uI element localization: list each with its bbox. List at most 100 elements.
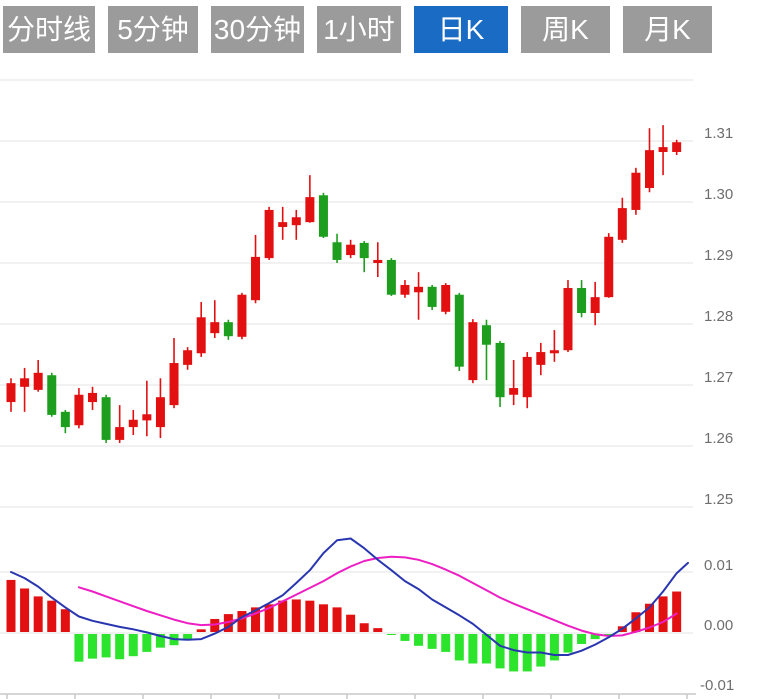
- candle-body: [617, 208, 627, 240]
- candle-18: [237, 292, 247, 340]
- macd-bar: [549, 634, 559, 661]
- price-tick-1-30: 1.30: [704, 186, 733, 203]
- tab-timeshare[interactable]: 分时线: [3, 6, 95, 53]
- candle-body: [386, 259, 396, 295]
- candle-body: [536, 352, 546, 365]
- candle-4: [47, 372, 57, 417]
- candle-body: [60, 411, 70, 428]
- candle-body: [74, 394, 84, 426]
- macd-bar: [237, 611, 247, 632]
- macd-bar: [441, 634, 451, 652]
- price-tick-1-25: 1.25: [704, 491, 733, 508]
- candle-body: [101, 397, 111, 440]
- candle-wick: [146, 380, 148, 437]
- candle-body: [88, 392, 98, 403]
- candle-48: [644, 128, 654, 193]
- candle-body: [305, 197, 315, 223]
- candle-9: [115, 405, 125, 443]
- candle-body: [468, 322, 478, 381]
- candle-21: [278, 206, 288, 240]
- candle-body: [264, 209, 274, 259]
- macd-bar: [509, 634, 519, 672]
- candle-45: [604, 233, 614, 298]
- candle-body: [115, 427, 125, 440]
- macd-bar: [223, 614, 233, 632]
- candle-body: [549, 350, 559, 354]
- macd-bar: [481, 634, 491, 664]
- macd-bar: [577, 634, 587, 644]
- tab-daily[interactable]: 日K: [414, 6, 508, 53]
- candle-10: [128, 410, 138, 436]
- candle-body: [509, 388, 519, 395]
- macd-bar: [291, 599, 301, 632]
- tab-30min[interactable]: 30分钟: [211, 6, 304, 53]
- candle-body: [237, 294, 247, 337]
- macd-bar: [427, 634, 437, 649]
- candle-39: [522, 352, 532, 409]
- tab-monthly[interactable]: 月K: [623, 6, 712, 53]
- candle-40: [536, 342, 546, 376]
- candle-8: [101, 394, 111, 443]
- candle-34: [454, 292, 464, 371]
- price-tick-1-29: 1.29: [704, 247, 733, 264]
- macd-bar: [196, 629, 206, 632]
- candle-15: [196, 302, 206, 357]
- candle-27: [359, 241, 369, 273]
- dif-line: [10, 537, 689, 656]
- macd-bar: [155, 634, 165, 648]
- candle-body: [6, 383, 16, 403]
- macd-bar: [644, 603, 654, 632]
- macd-bar: [305, 600, 315, 632]
- candle-body: [128, 419, 138, 428]
- macd-bar: [60, 609, 70, 632]
- tab-5min[interactable]: 5分钟: [108, 6, 198, 53]
- candle-46: [617, 197, 627, 243]
- candle-20: [264, 206, 274, 260]
- macd-bar: [454, 634, 464, 661]
- candle-body: [278, 222, 288, 228]
- tab-1hour[interactable]: 1小时: [317, 6, 401, 53]
- candle-41: [549, 330, 559, 362]
- candle-29: [386, 258, 396, 296]
- macd-tick-pos: 0.01: [704, 557, 733, 574]
- candle-body: [400, 284, 410, 295]
- macd-bar: [115, 634, 125, 660]
- candle-17: [223, 319, 233, 340]
- candle-37: [495, 341, 505, 407]
- macd-bar: [332, 607, 342, 632]
- macd-bar: [142, 634, 152, 652]
- macd-histogram-layer: [6, 579, 682, 672]
- price-tick-1-27: 1.27: [704, 369, 733, 386]
- candle-body: [522, 356, 532, 398]
- macd-bar: [604, 634, 614, 636]
- candle-body: [196, 317, 206, 354]
- candle-body: [223, 322, 233, 337]
- price-tick-1-26: 1.26: [704, 430, 733, 447]
- candle-28: [373, 242, 383, 278]
- candle-16: [210, 300, 220, 339]
- candle-35: [468, 319, 478, 384]
- candle-wick: [213, 300, 216, 339]
- macd-bar: [386, 634, 396, 635]
- candle-body: [563, 288, 573, 351]
- candle-1: [6, 378, 16, 412]
- candle-wick: [23, 367, 26, 412]
- candle-24: [318, 192, 328, 238]
- candle-body: [332, 242, 342, 260]
- macd-bar: [495, 634, 505, 669]
- candle-wick: [512, 359, 515, 406]
- macd-bar: [346, 614, 356, 632]
- tab-weekly[interactable]: 周K: [521, 6, 610, 53]
- candle-body: [441, 284, 451, 312]
- candle-body: [427, 286, 437, 307]
- price-tick-1-28: 1.28: [704, 308, 733, 325]
- candle-wick: [485, 319, 488, 381]
- candle-11: [142, 380, 152, 437]
- candle-body: [672, 142, 682, 152]
- macd-bar: [359, 623, 369, 632]
- macd-bar: [264, 604, 274, 632]
- candle-body: [577, 288, 587, 314]
- candle-33: [441, 283, 451, 315]
